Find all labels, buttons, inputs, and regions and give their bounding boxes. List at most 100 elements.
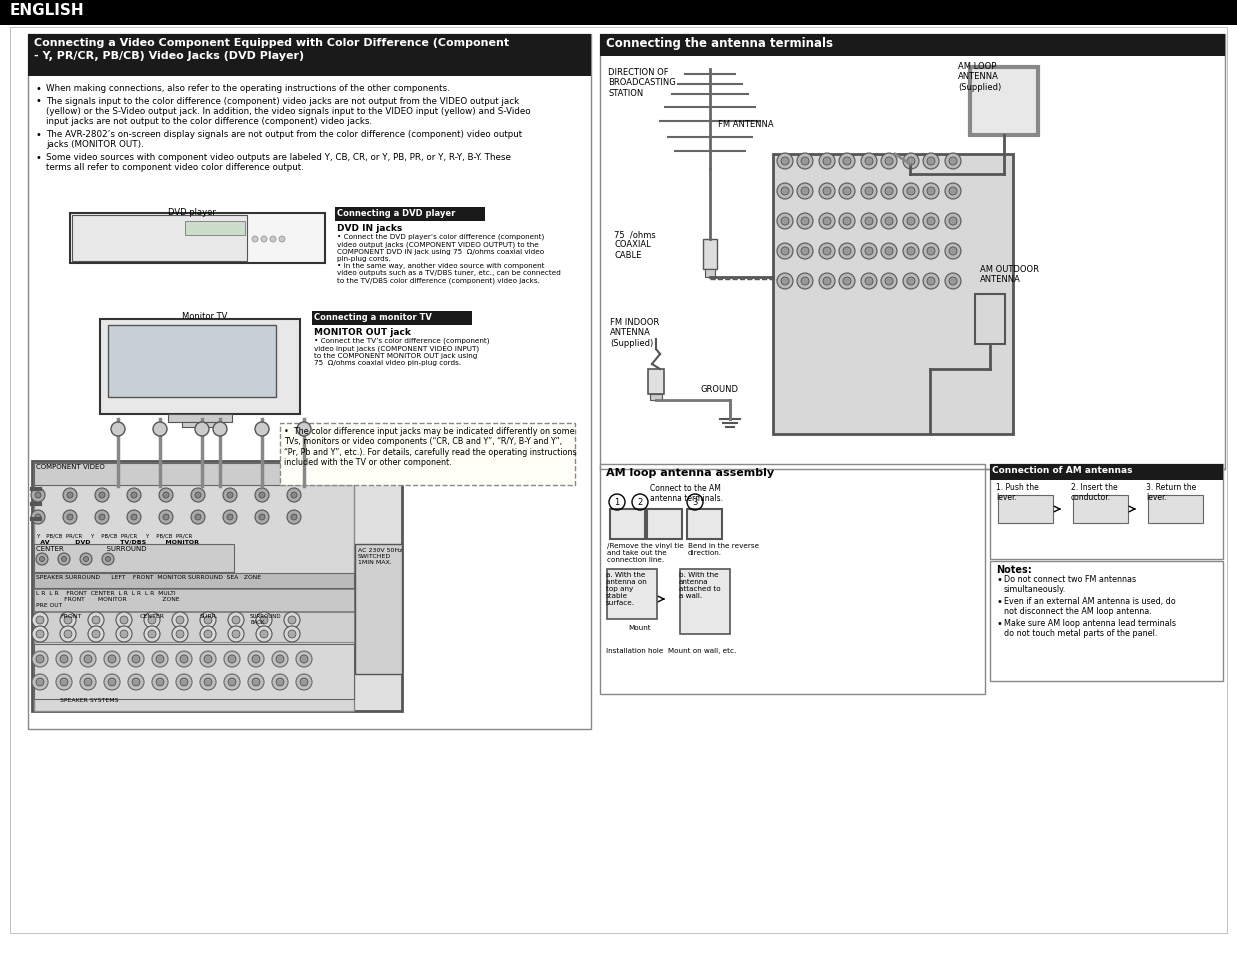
Text: Monitor TV: Monitor TV xyxy=(182,312,228,320)
Text: a. With the
antenna on
top any
stable
surface.: a. With the antenna on top any stable su… xyxy=(606,572,647,605)
Circle shape xyxy=(105,557,110,562)
Circle shape xyxy=(127,675,143,690)
Bar xyxy=(71,213,325,264)
Circle shape xyxy=(842,218,851,226)
Bar xyxy=(974,71,1034,132)
Bar xyxy=(998,496,1053,523)
Bar xyxy=(990,464,1223,480)
Circle shape xyxy=(839,244,855,260)
Circle shape xyxy=(781,158,789,166)
Circle shape xyxy=(907,248,915,255)
Circle shape xyxy=(903,244,919,260)
Bar xyxy=(33,574,354,588)
Circle shape xyxy=(823,158,831,166)
Circle shape xyxy=(101,554,114,565)
Bar xyxy=(600,35,1225,57)
Text: Do not connect two FM antennas
simultaneously.: Do not connect two FM antennas simultane… xyxy=(1004,575,1136,594)
Circle shape xyxy=(881,213,897,230)
Circle shape xyxy=(223,489,238,502)
Circle shape xyxy=(907,188,915,195)
Bar xyxy=(33,644,354,700)
Text: Y    PB/CB  PR/CR     Y    PB/CB  PR/CR     Y    PB/CB  PR/CR: Y PB/CB PR/CR Y PB/CB PR/CR Y PB/CB PR/C… xyxy=(36,534,192,538)
Circle shape xyxy=(881,244,897,260)
Circle shape xyxy=(35,515,41,520)
Text: Bend in the reverse
direction.: Bend in the reverse direction. xyxy=(688,542,760,556)
Circle shape xyxy=(842,277,851,286)
Bar xyxy=(680,569,730,635)
Circle shape xyxy=(839,274,855,290)
Text: CENTER                   SURROUND: CENTER SURROUND xyxy=(36,545,146,552)
Text: DVD IN jacks: DVD IN jacks xyxy=(336,224,402,233)
Circle shape xyxy=(40,557,45,562)
Circle shape xyxy=(823,277,831,286)
Circle shape xyxy=(132,679,140,686)
Circle shape xyxy=(781,248,789,255)
Circle shape xyxy=(285,626,301,642)
Circle shape xyxy=(797,153,813,170)
Circle shape xyxy=(228,613,244,628)
Circle shape xyxy=(797,244,813,260)
Circle shape xyxy=(36,656,45,663)
Circle shape xyxy=(127,651,143,667)
Circle shape xyxy=(903,184,919,200)
Circle shape xyxy=(204,617,212,624)
Circle shape xyxy=(884,188,893,195)
Text: FRONT: FRONT xyxy=(61,614,82,618)
Circle shape xyxy=(884,158,893,166)
Circle shape xyxy=(272,675,288,690)
Bar xyxy=(600,464,985,695)
Text: Even if an external AM antenna is used, do
not disconnect the AM loop antenna.: Even if an external AM antenna is used, … xyxy=(1004,597,1175,616)
Text: Connecting a DVD player: Connecting a DVD player xyxy=(336,209,455,218)
Circle shape xyxy=(153,422,167,436)
Circle shape xyxy=(291,493,297,498)
Text: CENTER: CENTER xyxy=(140,614,165,618)
Circle shape xyxy=(56,675,72,690)
Text: SPEAKER SURROUND      LEFT    FRONT  MONITOR SURROUND  SEA   ZONE: SPEAKER SURROUND LEFT FRONT MONITOR SURR… xyxy=(36,575,261,579)
Circle shape xyxy=(903,274,919,290)
Circle shape xyxy=(223,511,238,524)
Circle shape xyxy=(923,153,939,170)
Circle shape xyxy=(247,651,263,667)
Circle shape xyxy=(865,277,873,286)
Circle shape xyxy=(84,557,89,562)
Circle shape xyxy=(32,626,48,642)
Circle shape xyxy=(923,274,939,290)
Bar xyxy=(108,326,276,397)
Circle shape xyxy=(148,617,156,624)
Circle shape xyxy=(120,630,127,639)
Circle shape xyxy=(291,515,297,520)
Circle shape xyxy=(228,679,236,686)
Circle shape xyxy=(861,213,877,230)
Circle shape xyxy=(143,626,160,642)
Text: •  The color difference input jacks may be indicated differently on some
TVs, mo: • The color difference input jacks may b… xyxy=(285,427,576,467)
Circle shape xyxy=(884,218,893,226)
Text: Make sure AM loop antenna lead terminals
do not touch metal parts of the panel.: Make sure AM loop antenna lead terminals… xyxy=(1004,618,1176,638)
Circle shape xyxy=(823,248,831,255)
Text: •: • xyxy=(35,84,41,94)
Bar xyxy=(990,464,1223,559)
Circle shape xyxy=(204,630,212,639)
Circle shape xyxy=(88,613,104,628)
Bar xyxy=(607,569,657,619)
Circle shape xyxy=(861,274,877,290)
Circle shape xyxy=(80,675,96,690)
Text: •: • xyxy=(35,130,41,140)
Circle shape xyxy=(842,248,851,255)
Circle shape xyxy=(777,244,793,260)
Circle shape xyxy=(36,554,48,565)
Text: Connection of AM antennas: Connection of AM antennas xyxy=(992,465,1133,475)
Circle shape xyxy=(233,617,240,624)
Circle shape xyxy=(884,277,893,286)
Circle shape xyxy=(63,489,77,502)
Circle shape xyxy=(927,218,935,226)
Circle shape xyxy=(272,651,288,667)
Text: 1: 1 xyxy=(614,497,620,506)
Circle shape xyxy=(181,656,188,663)
Circle shape xyxy=(224,651,240,667)
Circle shape xyxy=(204,679,212,686)
Circle shape xyxy=(64,630,72,639)
Circle shape xyxy=(200,675,216,690)
Circle shape xyxy=(99,515,105,520)
Circle shape xyxy=(781,218,789,226)
Circle shape xyxy=(903,213,919,230)
